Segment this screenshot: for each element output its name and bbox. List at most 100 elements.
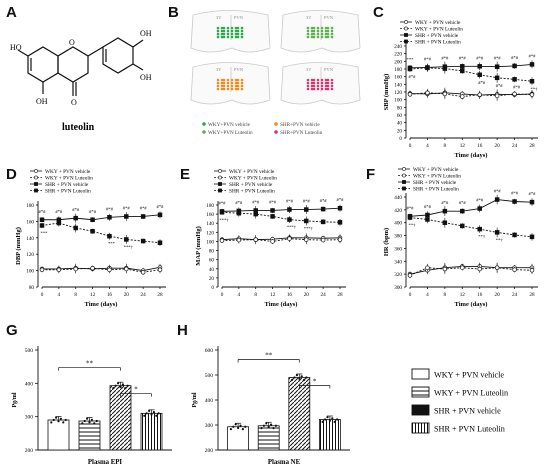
y-tick-label: 140 xyxy=(26,236,34,242)
significance-mark: #*# xyxy=(320,198,328,203)
pvn-dot xyxy=(330,78,334,82)
y-tick-label: 0 xyxy=(211,285,214,291)
pvn-dot xyxy=(316,78,320,82)
data-point xyxy=(219,210,225,215)
pvn-dot xyxy=(326,78,330,82)
y-tick-label: 300 xyxy=(25,415,34,421)
series-line-3 xyxy=(409,63,533,69)
legend-marker xyxy=(404,20,408,24)
x-tick-label: 4 xyxy=(238,292,241,298)
pvn-dot xyxy=(310,81,314,85)
x-tick-label: 20 xyxy=(495,292,501,298)
data-point xyxy=(73,215,78,221)
region-label-pvn: PVN xyxy=(324,67,334,72)
individual-point xyxy=(81,422,84,425)
legend-label: WKY + PVN vehicle xyxy=(229,169,275,175)
individual-point xyxy=(262,424,265,427)
y-tick-label: 360 xyxy=(394,246,402,252)
atom-o-ring: O xyxy=(69,38,75,47)
individual-point xyxy=(121,383,124,386)
significance-mark: ***† xyxy=(287,225,297,230)
y-tick-label: 0 xyxy=(399,136,402,142)
data-point xyxy=(39,217,45,223)
pvn-dot xyxy=(310,26,314,30)
pvn-dot xyxy=(230,78,234,82)
significance-mark: #*# xyxy=(55,209,63,214)
individual-point xyxy=(152,411,155,414)
y-tick-label: 140 xyxy=(394,82,402,88)
data-point xyxy=(320,206,326,212)
legend-swatch-2 xyxy=(411,386,430,398)
pvn-dot xyxy=(306,29,310,33)
legend-marker xyxy=(404,26,408,31)
significance-mark: #*# xyxy=(476,198,484,203)
y-tick-label: 100 xyxy=(394,98,402,104)
y-axis-label: SBP (mmHg) xyxy=(383,74,390,111)
pvn-dot xyxy=(330,26,334,30)
series-line-1 xyxy=(409,265,532,275)
panel-label-g: G xyxy=(6,322,18,339)
pvn-dot xyxy=(310,29,314,33)
pvn-dot xyxy=(320,29,324,33)
y-tick-label: 340 xyxy=(394,259,402,265)
individual-point xyxy=(114,384,117,387)
pvn-dot xyxy=(326,26,330,30)
significance-mark: #*# xyxy=(89,209,97,214)
significance-mark: *** xyxy=(41,231,49,236)
legend-marker xyxy=(34,175,38,180)
bar-4 xyxy=(140,412,163,451)
legend-label: SHR + PVN Luteolin xyxy=(434,425,505,434)
x-tick-label: 12 xyxy=(460,143,466,149)
pvn-dot xyxy=(226,32,230,36)
pvn-dot xyxy=(234,84,238,88)
x-tick-label: 24 xyxy=(512,292,518,298)
data-point xyxy=(494,265,500,270)
y-tick-label: 160 xyxy=(206,212,214,218)
pvn-dot xyxy=(240,81,244,85)
data-point xyxy=(236,237,242,243)
significance-mark: **† xyxy=(531,86,539,91)
y-tick-label: 180 xyxy=(394,67,402,73)
x-tick-label: 0 xyxy=(41,292,44,298)
pvn-dot xyxy=(326,35,330,39)
pvn-dot xyxy=(220,87,224,91)
x-tick-label: 12 xyxy=(90,292,96,298)
individual-point xyxy=(88,421,91,424)
region-label-3v: 3V xyxy=(216,67,222,72)
significance-mark: ***† xyxy=(124,244,134,249)
pvn-dot xyxy=(310,87,314,91)
data-point xyxy=(140,214,146,219)
x-tick-label: 4 xyxy=(426,292,429,298)
data-point xyxy=(90,265,95,271)
region-label-pvn: PVN xyxy=(234,67,244,72)
pvn-dot xyxy=(216,87,220,91)
pvn-dot xyxy=(330,29,334,33)
significance-mark: ***† xyxy=(304,226,314,231)
pvn-dot xyxy=(230,84,234,88)
y-tick-label: 120 xyxy=(394,90,402,96)
pvn-dot xyxy=(312,84,316,88)
x-tick-label: 4 xyxy=(426,143,429,149)
significance-mark: #*# xyxy=(424,204,432,209)
individual-point xyxy=(126,384,129,387)
pvn-dot xyxy=(324,84,328,88)
atom-oh-3: OH xyxy=(36,97,48,106)
data-point xyxy=(157,267,163,273)
legend-marker xyxy=(402,167,406,171)
brain-section-2: 3V PVN xyxy=(280,10,361,53)
pvn-dot xyxy=(326,29,330,33)
pvn-dot xyxy=(226,35,230,39)
y-tick-label: 100 xyxy=(26,269,34,275)
pvn-dot xyxy=(312,81,316,85)
individual-point xyxy=(303,378,306,381)
data-point xyxy=(442,66,448,71)
y-tick-label: 80 xyxy=(209,249,215,255)
data-point xyxy=(460,68,465,74)
data-point xyxy=(477,92,482,97)
significance-mark: #*# xyxy=(529,53,537,58)
legend-label: SHR + PVN vehicle xyxy=(415,33,459,39)
y-tick-label: 400 xyxy=(25,381,34,387)
significance-mark: *** xyxy=(108,241,116,246)
pvn-dot xyxy=(320,26,324,30)
